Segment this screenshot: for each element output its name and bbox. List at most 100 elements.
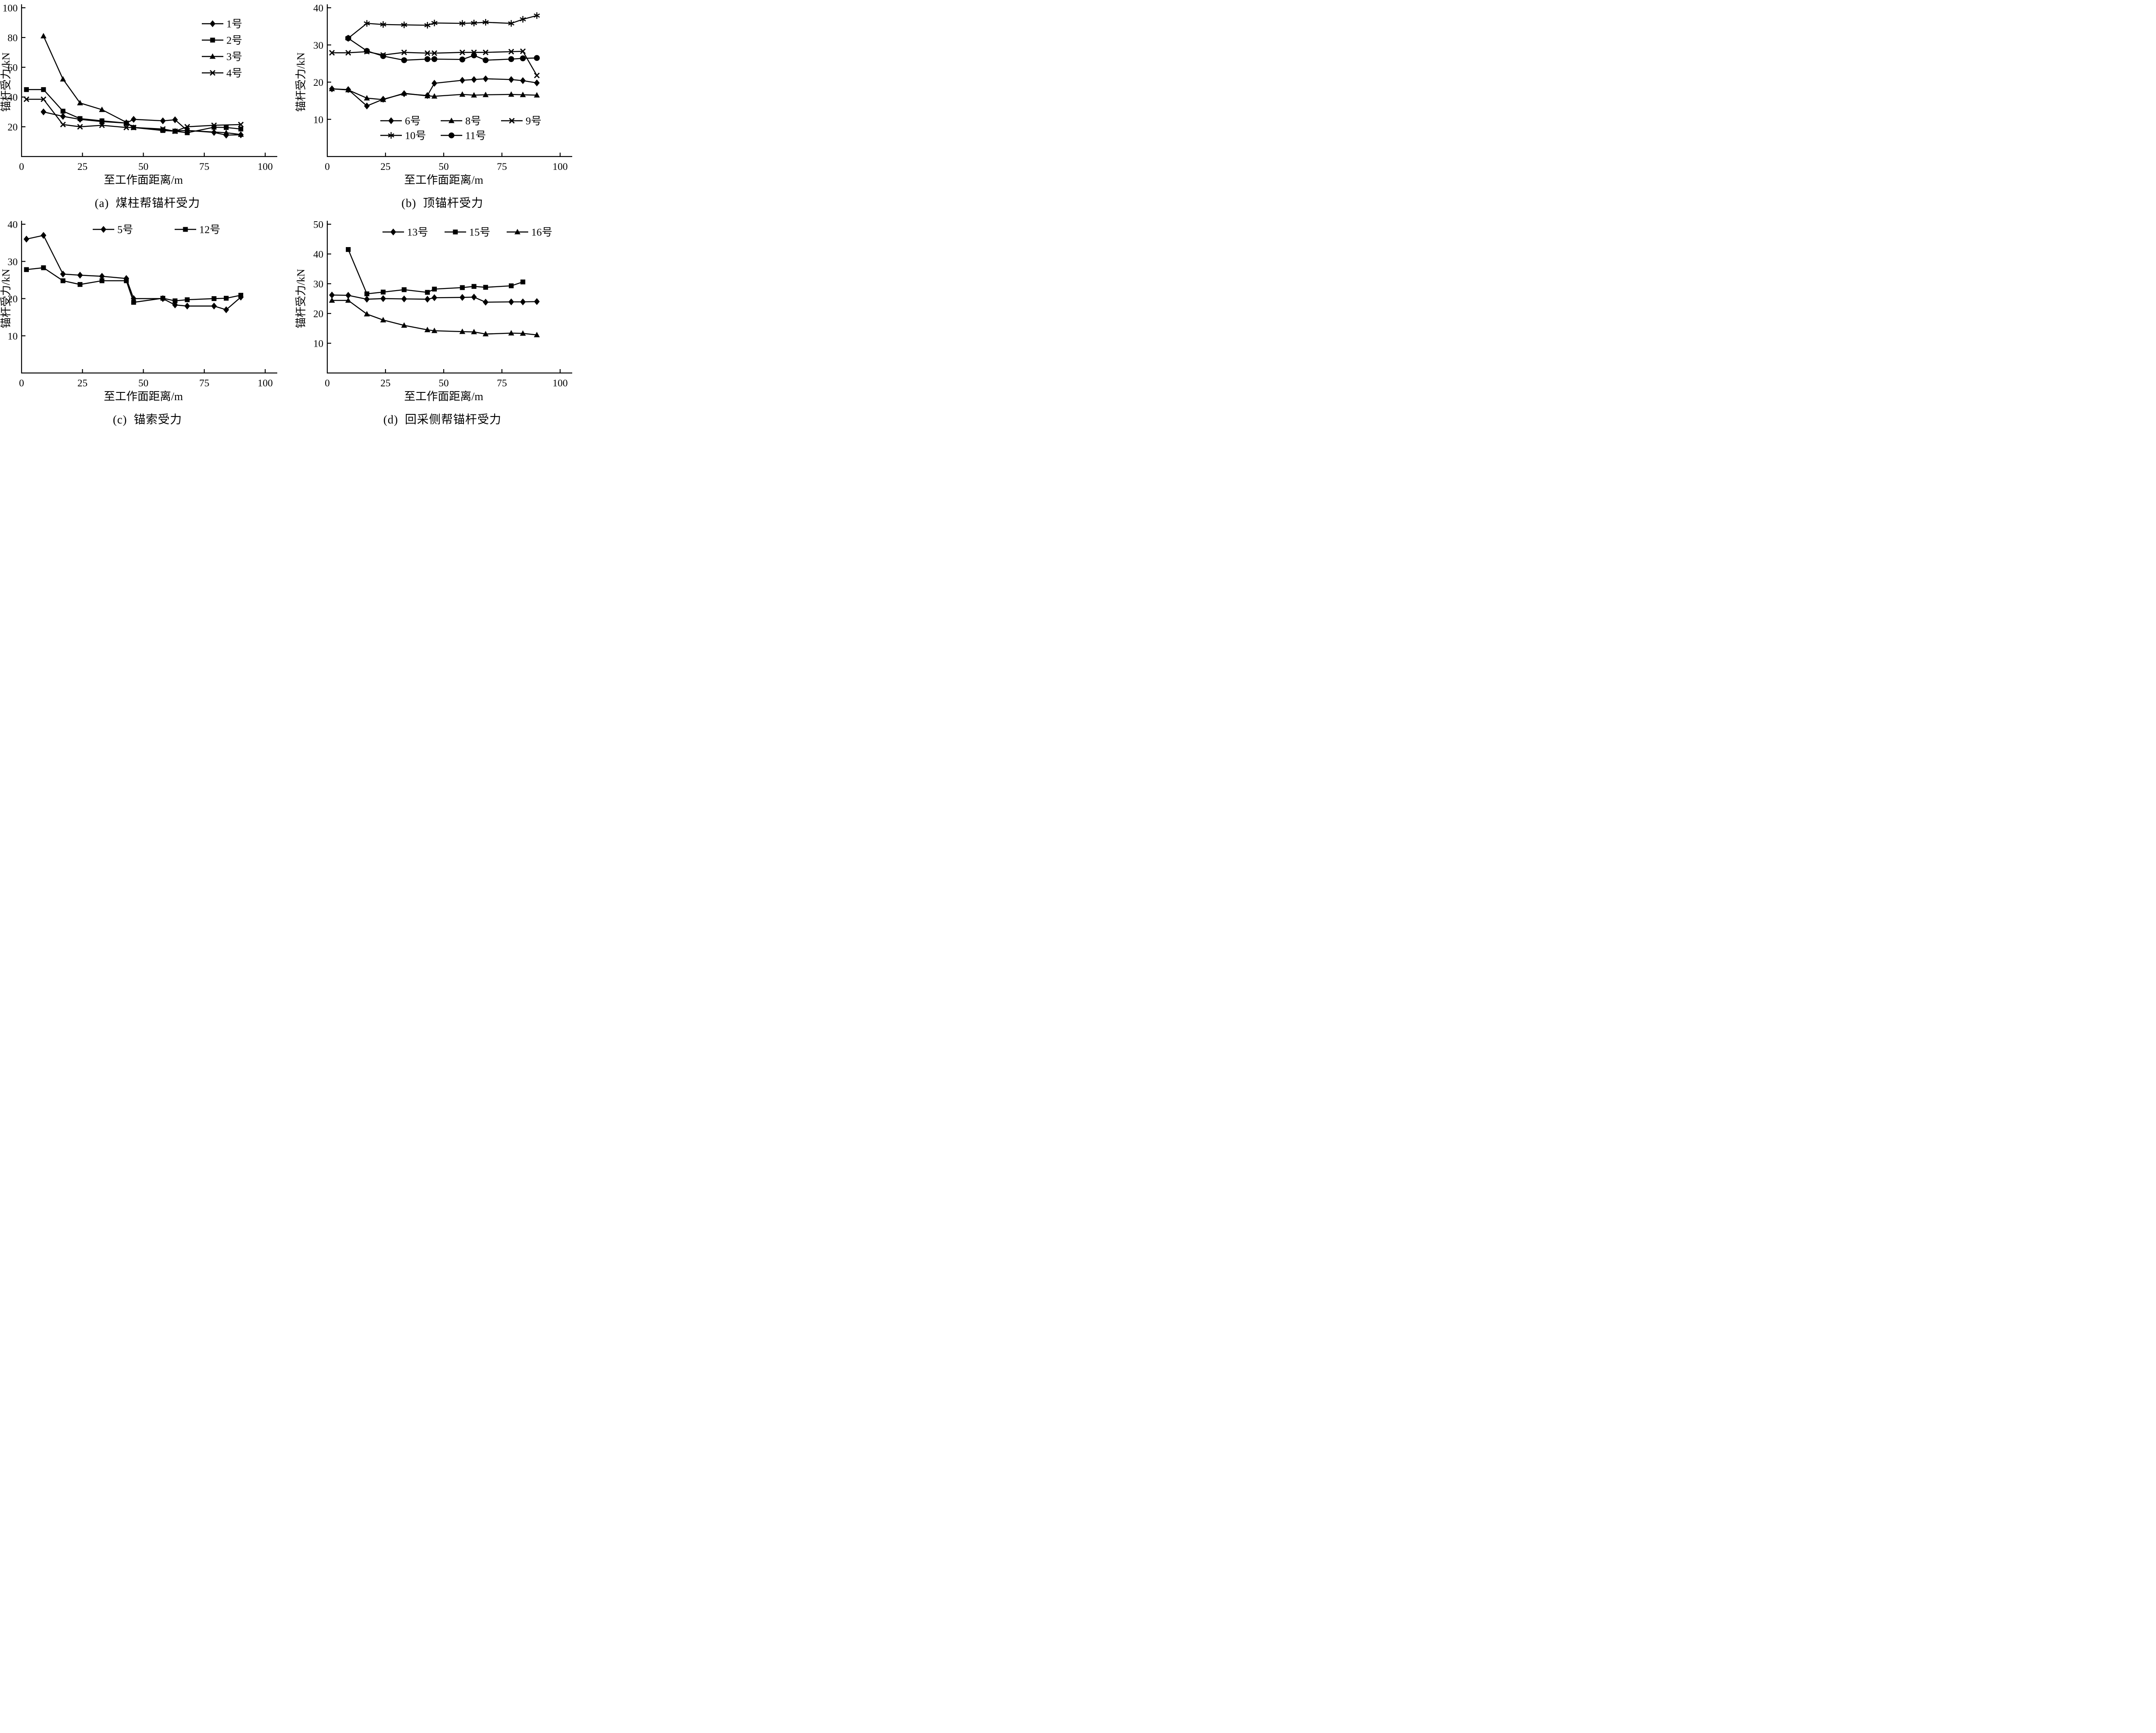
diamond-marker <box>364 295 370 303</box>
triangle-marker <box>471 329 477 335</box>
chart-a-caption: (a) 煤柱帮锚杆受力 <box>94 196 201 210</box>
triangle-marker <box>223 129 229 135</box>
x-marker <box>172 128 178 134</box>
triangle-marker <box>534 92 540 98</box>
triangle-marker <box>329 297 335 303</box>
circle-marker <box>534 55 540 61</box>
diamond-marker <box>459 77 465 84</box>
chart-a-canvas: 20 40 60 80 100 0 25 50 75 100 至工作面距离/m 锚杆受力/kN 1号 2号… <box>0 3 277 186</box>
diamond-marker <box>100 226 107 233</box>
diamond-marker <box>172 301 178 309</box>
diamond-marker <box>23 235 29 243</box>
x-marker <box>131 125 137 131</box>
diamond-marker <box>508 76 514 83</box>
legend-item-9号: 9号 <box>501 116 542 127</box>
circle-marker <box>364 48 370 54</box>
diamond-marker <box>520 298 526 306</box>
star-marker <box>508 20 514 27</box>
x-marker <box>483 49 489 56</box>
triangle-marker <box>99 107 105 112</box>
legend: 13号 15号 16号 <box>382 227 552 238</box>
y-tick-label: 30 <box>313 40 324 51</box>
x-marker <box>459 49 465 56</box>
x-marker <box>329 50 335 56</box>
axes <box>21 221 277 374</box>
triangle-marker <box>424 326 431 332</box>
triangle-marker <box>508 330 514 335</box>
triangle-marker <box>471 92 477 98</box>
diamond-marker <box>41 232 47 239</box>
square-marker <box>364 291 370 297</box>
square-marker <box>24 267 29 272</box>
square-marker <box>238 126 244 132</box>
diamond-marker <box>390 229 396 235</box>
axis-lines <box>21 4 277 157</box>
series-13号 <box>329 291 540 306</box>
triangle-marker <box>60 76 66 81</box>
x-tick-label: 75 <box>199 378 210 389</box>
x-tick-label: 0 <box>325 161 330 172</box>
square-marker <box>401 287 407 292</box>
star-marker <box>471 19 477 26</box>
x-marker <box>41 96 47 102</box>
legend-item-12号: 12号 <box>175 224 220 236</box>
y-tick-label: 40 <box>8 219 18 231</box>
square-marker <box>211 125 216 130</box>
diamond-marker <box>424 295 430 303</box>
series-1号 <box>41 108 244 139</box>
chart-d-caption: (d) 回采侧帮锚杆受力 <box>383 413 501 426</box>
x-marker <box>23 96 29 102</box>
triangle-marker <box>534 332 540 338</box>
x-tick-label: 100 <box>257 378 273 389</box>
square-marker <box>24 87 29 92</box>
square-marker <box>460 285 465 290</box>
x-tick-label: 25 <box>380 161 391 172</box>
legend-item-6号: 6号 <box>380 116 421 127</box>
triangle-marker <box>401 322 407 328</box>
y-axis-title: 锚杆受力/kN <box>0 53 12 112</box>
legend-label: 9号 <box>526 116 542 127</box>
diamond-marker <box>534 298 540 305</box>
square-marker <box>224 125 229 130</box>
diamond-marker <box>388 117 394 124</box>
x-tick-label: 50 <box>138 161 149 172</box>
chart-b-caption: (b) 顶锚杆受力 <box>401 196 483 210</box>
legend-item-1号: 1号 <box>202 19 242 30</box>
x-tick-label: 25 <box>78 161 88 172</box>
legend-label: 4号 <box>226 68 242 79</box>
circle-marker <box>424 56 430 62</box>
square-marker <box>78 282 83 287</box>
star-marker <box>401 22 407 28</box>
x-tick-labels: 0 25 50 75 100 <box>325 378 568 389</box>
circle-marker <box>431 56 438 62</box>
y-axis-title: 锚杆受力/kN <box>0 269 12 329</box>
diamond-marker <box>131 116 137 123</box>
x-axis-title: 至工作面距离/m <box>404 174 483 186</box>
panel-d: 10 20 30 40 50 0 25 50 75 100 至工作面距离/m 锚杆受力/kN 13号 15… <box>295 216 590 433</box>
series-4号 <box>23 96 244 134</box>
diamond-marker <box>184 302 190 310</box>
triangle-marker <box>448 117 454 123</box>
star-marker <box>483 19 489 26</box>
triangle-marker <box>123 119 129 125</box>
triangle-marker <box>345 297 351 303</box>
x-tick-labels: 0 25 50 75 100 <box>325 161 568 172</box>
diamond-marker <box>471 76 477 83</box>
panel-c: 10 20 30 40 0 25 50 75 100 至工作面距离/m 锚杆受力/kN 5号 12号 (… <box>0 216 295 433</box>
axis-lines <box>326 221 572 374</box>
triangle-marker <box>520 91 526 97</box>
x-marker <box>60 122 66 128</box>
y-tick-label: 50 <box>313 219 324 231</box>
series-16号 <box>329 297 540 338</box>
triangle-marker <box>380 96 386 102</box>
legend-item-5号: 5号 <box>93 224 133 236</box>
chart-c-canvas: 10 20 30 40 0 25 50 75 100 至工作面距离/m 锚杆受力/kN 5号 12号 <box>0 219 277 403</box>
triangle-marker <box>431 327 438 333</box>
y-axis-title: 锚杆受力/kN <box>295 53 307 112</box>
x-marker <box>431 50 437 56</box>
diamond-marker <box>431 80 437 87</box>
circle-marker <box>401 57 407 63</box>
square-marker <box>60 109 66 114</box>
legend-item-11号: 11号 <box>441 130 486 142</box>
diamond-marker <box>99 273 105 280</box>
